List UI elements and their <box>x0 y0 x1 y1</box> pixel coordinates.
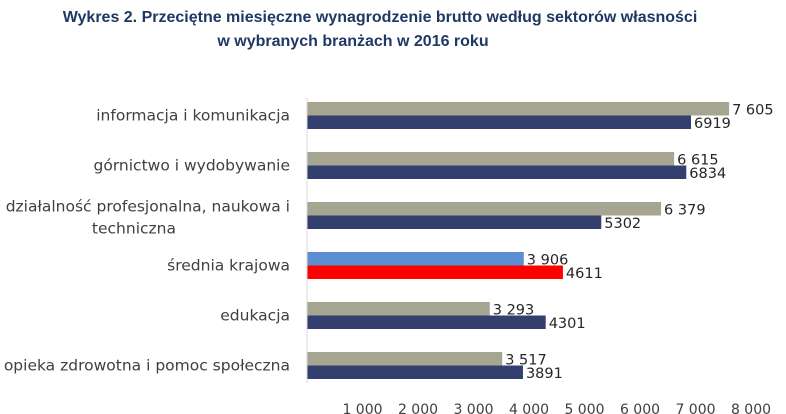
x-tick-label-7: 7 000 <box>675 402 715 414</box>
bar-series-1-category-6 <box>307 352 503 366</box>
bar-series-1-category-4 <box>307 252 524 266</box>
value-label-series-1-category-6: 3 517 <box>505 353 547 369</box>
chart-title-line-2: w wybranych branżach w 2016 roku <box>216 33 488 50</box>
value-label-series-2-category-2: 6834 <box>689 166 726 182</box>
value-label-series-2-category-3: 5302 <box>604 216 641 232</box>
x-tick-label-4: 4 000 <box>509 402 549 414</box>
x-tick-label-8: 8 000 <box>731 402 771 414</box>
bar-series-2-category-4 <box>307 265 563 279</box>
value-label-series-1-category-3: 6 379 <box>664 203 706 219</box>
value-label-series-1-category-2: 6 615 <box>677 153 719 169</box>
bar-series-2-category-5 <box>307 315 546 329</box>
category-label-5: edukacja <box>220 307 290 325</box>
value-label-series-1-category-4: 3 906 <box>527 253 569 269</box>
category-label-3-line-1: działalność profesjonalna, naukowa i <box>6 198 290 216</box>
value-label-series-2-category-6: 3891 <box>526 366 563 382</box>
chart-title-line-1: Wykres 2. Przeciętne miesięczne wynagrod… <box>63 9 698 26</box>
value-label-series-2-category-5: 4301 <box>549 316 586 332</box>
x-tick-label-6: 6 000 <box>620 402 660 414</box>
x-tick-label-5: 5 000 <box>564 402 604 414</box>
category-label-6: opieka zdrowotna i pomoc społeczna <box>4 357 290 375</box>
bar-series-2-category-2 <box>307 165 687 179</box>
value-label-series-1-category-1: 7 605 <box>732 103 774 119</box>
value-label-series-2-category-1: 6919 <box>694 116 731 132</box>
x-tick-label-3: 3 000 <box>453 402 493 414</box>
category-label-4: średnia krajowa <box>167 257 290 275</box>
bar-series-2-category-1 <box>307 115 692 129</box>
bar-series-2-category-6 <box>307 365 523 379</box>
value-label-series-1-category-5: 3 293 <box>493 303 535 319</box>
x-tick-label-2: 2 000 <box>398 402 438 414</box>
bar-series-1-category-1 <box>307 102 730 116</box>
category-label-1: informacja i komunikacja <box>96 107 290 125</box>
category-label-3-line-2: techniczna <box>92 220 176 238</box>
bar-series-1-category-2 <box>307 152 675 166</box>
value-label-series-2-category-4: 4611 <box>566 266 603 282</box>
x-tick-label-1: 1 000 <box>342 402 382 414</box>
category-label-2: górnictwo i wydobywanie <box>94 157 291 175</box>
bar-series-1-category-5 <box>307 302 490 316</box>
bar-series-1-category-3 <box>307 202 662 216</box>
bar-series-2-category-3 <box>307 215 602 229</box>
